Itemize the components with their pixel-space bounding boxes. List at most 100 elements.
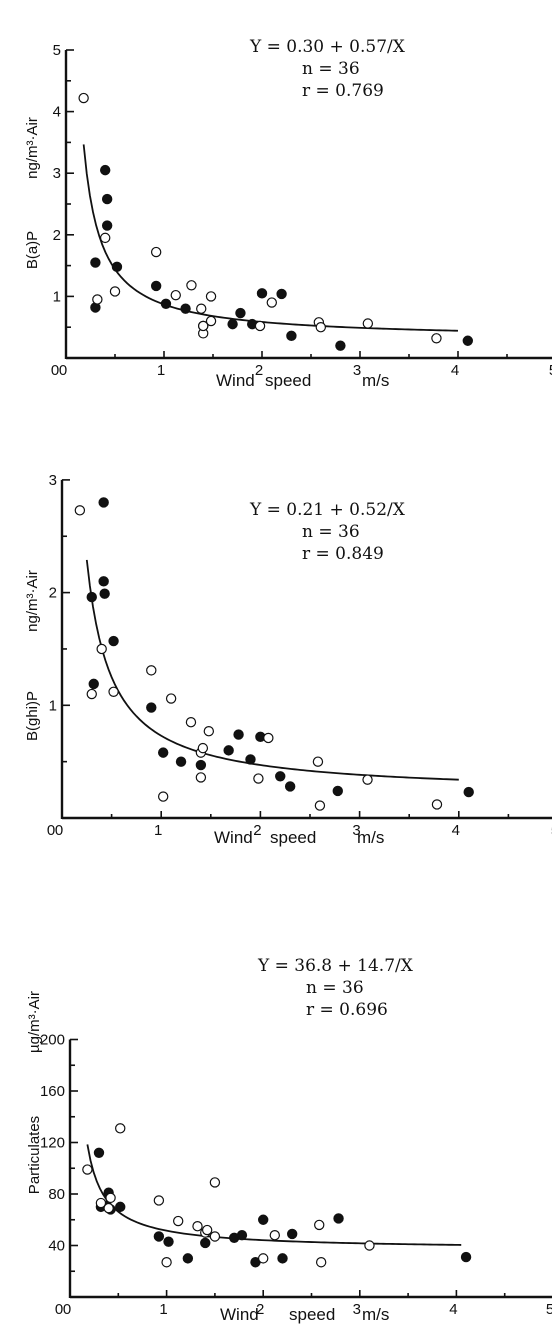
fit-curve	[86, 1144, 462, 1246]
data-point-filled	[157, 747, 169, 758]
y-tick-label: 5	[53, 42, 61, 59]
data-point-filled	[150, 280, 162, 292]
data-point-open	[170, 289, 181, 301]
data-point-open	[146, 665, 157, 676]
data-point-filled	[227, 318, 238, 330]
y-tick-label: 2	[53, 227, 61, 244]
data-point-open	[185, 717, 197, 728]
data-point-open	[314, 1219, 325, 1231]
data-point-filled	[223, 745, 234, 756]
data-point-filled	[93, 1147, 105, 1159]
y-tick-label: 120	[40, 1135, 65, 1152]
x-tick-label: 3	[353, 1301, 361, 1318]
y-tick-label: 160	[40, 1083, 65, 1100]
fit-equation: Y = 0.30 + 0.57/X	[249, 37, 406, 57]
correlation-coefficient: r = 0.849	[302, 544, 384, 564]
data-point-open	[105, 1192, 116, 1204]
data-point-filled	[462, 335, 473, 346]
data-point-open	[266, 297, 277, 308]
y-tick-label: 1	[49, 697, 57, 714]
correlation-coefficient: r = 0.769	[302, 81, 384, 101]
x-axis-label-unit: m/s	[357, 828, 384, 847]
data-point-open	[205, 315, 217, 327]
panel-bap: Y = 0.30 + 0.57/X n = 36 r = 0.769 B(a)P…	[24, 37, 552, 390]
x-tick-label: 0	[59, 362, 67, 379]
x-tick-label: 5	[551, 822, 552, 839]
x-tick-label: 3	[352, 822, 360, 839]
data-point-filled	[88, 678, 99, 690]
panel-particulates: Y = 36.8 + 14.7/X n = 36 r = 0.696 Parti…	[26, 956, 552, 1324]
correlation-coefficient: r = 0.696	[306, 1000, 388, 1020]
data-point-open	[92, 294, 103, 305]
data-point-open	[78, 92, 89, 104]
data-point-open	[165, 693, 177, 704]
origin-label: 0	[55, 1301, 63, 1318]
x-tick-label: 2	[256, 1301, 264, 1318]
data-point-open	[312, 756, 324, 767]
x-tick-label: 1	[157, 362, 165, 379]
sample-count: n = 36	[302, 522, 360, 542]
data-point-open	[431, 333, 442, 344]
data-point-open	[115, 1123, 126, 1134]
sample-count: n = 36	[302, 59, 360, 79]
y-axis-label-compound: Particulates	[26, 1116, 43, 1194]
data-point-open	[157, 791, 169, 802]
x-axis-label-wind: Wind	[214, 828, 253, 847]
y-tick-label: 3	[49, 472, 57, 489]
data-point-open	[192, 1220, 203, 1232]
y-tick-label: 80	[48, 1186, 65, 1203]
data-point-filled	[460, 1251, 472, 1263]
data-point-filled	[276, 288, 287, 300]
data-point-open	[315, 1257, 327, 1268]
x-axis-label-wind: Wind	[220, 1305, 259, 1324]
data-point-open	[108, 686, 119, 697]
x-tick-label: 0	[55, 822, 63, 839]
data-point-open	[150, 246, 162, 258]
data-point-open	[99, 232, 111, 244]
y-axis-label-unit: ng/m³·Air	[24, 117, 41, 179]
data-point-open	[315, 322, 326, 333]
fit-equation: Y = 36.8 + 14.7/X	[257, 956, 414, 976]
x-axis-label-unit: m/s	[362, 1305, 389, 1324]
data-point-open	[109, 286, 121, 297]
data-point-open	[209, 1177, 221, 1188]
y-axis-label-compound: B(a)P	[24, 231, 41, 269]
data-point-open	[203, 726, 215, 737]
y-tick-label: 200	[40, 1032, 65, 1049]
x-axis-label-unit: m/s	[362, 371, 389, 390]
x-tick-label: 1	[154, 822, 162, 839]
x-tick-label: 5	[546, 1301, 552, 1318]
data-point-filled	[333, 1213, 344, 1224]
data-point-filled	[236, 1229, 248, 1241]
origin-label: 0	[47, 822, 55, 839]
data-point-open	[205, 291, 217, 302]
x-tick-label: 5	[549, 362, 552, 379]
data-point-open	[362, 318, 374, 329]
data-point-filled	[153, 1231, 165, 1242]
data-point-filled	[195, 759, 207, 771]
sample-count: n = 36	[306, 978, 364, 998]
data-point-open	[82, 1164, 93, 1175]
data-point-filled	[111, 261, 123, 273]
data-point-filled	[101, 220, 113, 231]
data-point-filled	[277, 1253, 288, 1264]
y-tick-label: 2	[49, 585, 57, 602]
x-tick-label: 0	[63, 1301, 71, 1318]
fit-curve	[82, 144, 459, 332]
data-point-filled	[332, 785, 343, 797]
data-point-open	[153, 1195, 165, 1206]
data-point-filled	[98, 497, 109, 508]
x-axis-label-speed: speed	[265, 371, 311, 390]
x-tick-label: 2	[255, 362, 263, 379]
data-point-open	[195, 772, 207, 783]
data-point-open	[103, 1202, 114, 1214]
x-tick-label: 4	[452, 822, 460, 839]
data-point-open	[74, 505, 86, 516]
data-point-open	[186, 280, 197, 291]
data-point-filled	[115, 1201, 126, 1213]
data-point-open	[362, 774, 373, 785]
x-tick-label: 1	[159, 1301, 167, 1318]
data-point-filled	[182, 1253, 194, 1264]
data-point-open	[254, 320, 266, 332]
data-point-filled	[275, 771, 286, 782]
